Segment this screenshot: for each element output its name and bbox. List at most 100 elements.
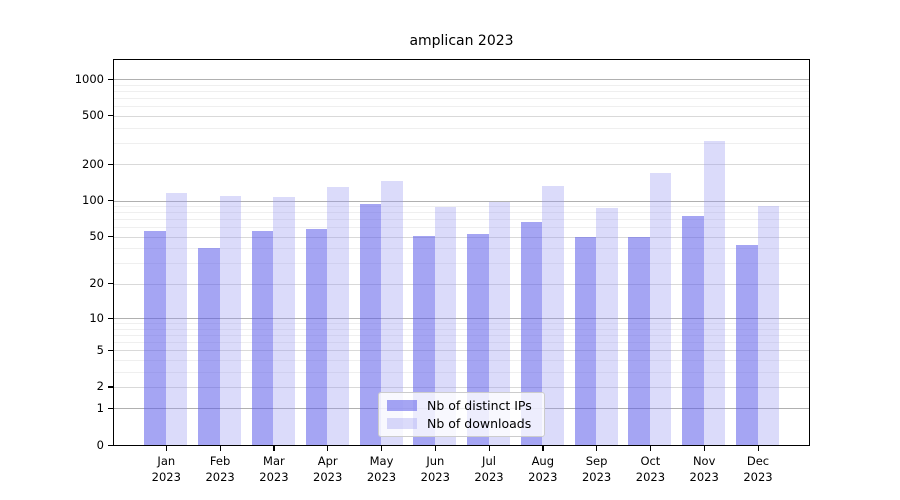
legend-label-downloads: Nb of downloads	[427, 416, 532, 431]
gridline-minor-80	[114, 212, 809, 214]
gridline-minor-6	[114, 341, 809, 343]
legend-label-distinct-ips: Nb of distinct IPs	[427, 398, 532, 413]
x-tick-mark-aug	[542, 446, 544, 451]
gridline-20	[114, 283, 809, 285]
bar-distinct-ips-dec	[736, 244, 758, 445]
bar-downloads-aug	[542, 186, 564, 445]
y-tick-mark-100	[108, 200, 113, 202]
chart-title: amplican 2023	[409, 33, 514, 49]
y-tick-label-5: 5	[96, 342, 104, 357]
gridline-minor-70	[114, 219, 809, 221]
bar-distinct-ips-jan	[144, 230, 166, 445]
gridline-100	[114, 200, 809, 202]
y-tick-label-1000: 1000	[74, 71, 104, 86]
legend-row-downloads: Nb of downloads	[387, 416, 536, 431]
x-tick-label-may: May 2023	[366, 454, 397, 484]
gridline-minor-8	[114, 328, 809, 330]
x-tick-label-jul: Jul 2023	[474, 454, 504, 484]
bar-downloads-jan	[165, 193, 188, 445]
x-tick-mark-sep	[596, 446, 598, 451]
x-tick-mark-oct	[649, 446, 652, 451]
bar-downloads-oct	[649, 172, 672, 445]
gridline-minor-30	[114, 263, 809, 265]
gridline-minor-900	[114, 84, 809, 86]
y-tick-label-20: 20	[89, 276, 104, 291]
bar-downloads-may	[381, 180, 403, 445]
legend-swatch-distinct-ips	[387, 400, 417, 411]
bar-downloads-sep	[596, 207, 618, 445]
x-tick-mark-dec	[757, 446, 759, 451]
legend-row-distinct-ips: Nb of distinct IPs	[387, 398, 536, 413]
y-tick-mark-50	[108, 236, 113, 238]
y-tick-label-0: 0	[96, 437, 104, 452]
gridline-minor-600	[114, 106, 809, 107]
gridline-1000	[114, 79, 809, 80]
x-tick-mark-may	[381, 446, 383, 451]
bar-distinct-ips-apr	[305, 229, 328, 445]
bar-downloads-apr	[327, 186, 349, 445]
y-tick-mark-1000	[108, 78, 113, 80]
gridline-minor-40	[114, 248, 809, 250]
gridline-10	[114, 318, 809, 319]
bar-distinct-ips-oct	[628, 236, 650, 445]
gridline-50	[114, 236, 809, 238]
y-tick-mark-200	[108, 163, 113, 165]
x-tick-label-feb: Feb 2023	[205, 454, 235, 484]
y-tick-label-200: 200	[82, 156, 104, 171]
bar-downloads-jun	[434, 206, 457, 445]
gridline-minor-4	[114, 359, 809, 361]
bar-distinct-ips-sep	[574, 236, 597, 445]
legend: Nb of distinct IPs Nb of downloads	[378, 392, 545, 437]
bar-distinct-ips-nov	[682, 215, 704, 445]
bar-downloads-dec	[757, 206, 779, 445]
x-tick-mark-mar	[273, 446, 275, 451]
x-tick-mark-jul	[488, 446, 490, 451]
x-tick-mark-feb	[219, 446, 221, 451]
y-tick-label-1: 1	[96, 400, 104, 415]
gridline-minor-9	[114, 323, 809, 324]
y-tick-mark-10	[108, 317, 113, 319]
bar-downloads-mar	[273, 196, 295, 445]
x-tick-label-aug: Aug 2023	[528, 454, 558, 484]
bar-distinct-ips-may	[359, 203, 381, 445]
gridline-minor-7	[114, 334, 809, 336]
x-tick-mark-nov	[703, 446, 705, 451]
x-tick-label-apr: Apr 2023	[313, 454, 343, 484]
y-tick-label-10: 10	[89, 310, 104, 325]
bar-distinct-ips-aug	[520, 222, 543, 445]
y-tick-label-100: 100	[82, 193, 104, 207]
x-tick-label-dec: Dec 2023	[743, 454, 773, 484]
bar-downloads-nov	[703, 140, 726, 445]
y-tick-label-2: 2	[96, 379, 104, 394]
gridline-minor-800	[114, 90, 809, 92]
gridline-minor-700	[114, 97, 809, 99]
y-tick-mark-500	[108, 115, 113, 117]
bar-distinct-ips-feb	[198, 248, 220, 445]
gridline-minor-3	[114, 371, 809, 373]
x-tick-mark-apr	[327, 446, 329, 451]
y-tick-label-500: 500	[82, 108, 104, 123]
gridline-minor-90	[114, 206, 809, 207]
x-tick-label-sep: Sep 2023	[581, 454, 612, 484]
y-tick-mark-1	[108, 407, 113, 410]
bar-distinct-ips-mar	[251, 230, 274, 445]
x-tick-mark-jan	[165, 446, 168, 451]
y-tick-mark-0	[108, 444, 113, 446]
legend-swatch-downloads	[387, 418, 417, 429]
x-tick-label-nov: Nov 2023	[689, 454, 719, 484]
gridline-minor-60	[114, 227, 809, 229]
gridline-5	[114, 350, 809, 352]
x-tick-mark-jun	[434, 446, 437, 451]
y-tick-mark-20	[108, 283, 113, 285]
bar-downloads-feb	[219, 195, 242, 445]
x-tick-label-oct: Oct 2023	[635, 454, 666, 484]
gridline-2	[114, 386, 809, 388]
gridline-500	[114, 115, 809, 117]
x-tick-label-jan: Jan 2023	[151, 454, 181, 484]
gridline-minor-300	[114, 142, 809, 144]
gridline-200	[114, 164, 809, 166]
x-tick-label-mar: Mar 2023	[259, 454, 289, 484]
plot-area	[114, 60, 809, 445]
y-tick-mark-2	[108, 386, 113, 388]
y-tick-mark-5	[108, 349, 113, 351]
